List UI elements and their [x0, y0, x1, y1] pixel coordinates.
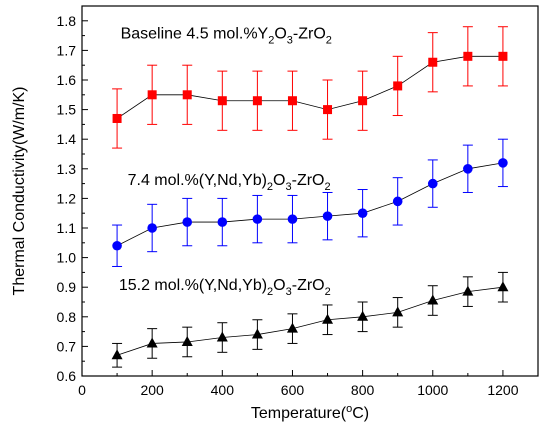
data-point [251, 328, 263, 339]
series-line [116, 162, 503, 247]
series-label-part: 2 [267, 286, 273, 298]
data-point [287, 96, 297, 106]
series-label-part: O [273, 172, 285, 189]
data-point [357, 310, 369, 321]
series-label-part: O [274, 26, 286, 43]
x-tick-label: 600 [281, 382, 305, 398]
data-point [322, 313, 334, 324]
data-point [216, 331, 228, 342]
series-line [116, 286, 503, 356]
data-point [112, 113, 122, 123]
y-tick-label: 1.8 [57, 13, 77, 29]
series-label: 7.4 mol.%(Y,Nd,Yb)2O3-ZrO2 [128, 172, 331, 193]
data-point [357, 208, 368, 218]
data-point [393, 81, 403, 91]
data-point [392, 306, 404, 317]
data-point [112, 240, 122, 251]
series-label-part: 3 [287, 35, 293, 47]
data-point [358, 96, 368, 106]
x-tick-label: 0 [78, 382, 86, 398]
y-tick-label: 0.9 [57, 279, 77, 295]
series-label-part: 7.4 mol.%(Y,Nd,Yb) [128, 172, 267, 189]
series-0: Baseline 4.5 mol.%Y2O3-ZrO2 [112, 26, 508, 149]
series-1: 7.4 mol.%(Y,Nd,Yb)2O3-ZrO2 [112, 138, 508, 267]
y-tick-label: 1.6 [57, 72, 77, 88]
x-axis-title-sup: o [346, 403, 352, 415]
y-tick-label: 1.0 [57, 250, 77, 266]
data-point [217, 96, 227, 106]
x-tick-label: 800 [351, 382, 375, 398]
data-point [323, 105, 333, 115]
data-point [147, 90, 157, 100]
x-axis-title: Temperature(oC) [251, 403, 369, 422]
series-label-part: -ZrO [293, 26, 326, 43]
series-2: 15.2 mol.%(Y,Nd,Yb)2O3-ZrO2 [111, 271, 509, 368]
series-label-part: 2 [325, 286, 331, 298]
data-point [182, 217, 193, 227]
series-label: 15.2 mol.%(Y,Nd,Yb)2O3-ZrO2 [119, 277, 331, 298]
series-label-part: 2 [267, 181, 273, 193]
data-point [462, 285, 474, 296]
data-point [392, 196, 403, 207]
y-tick-label: 1.7 [57, 42, 77, 58]
series-label-part: 15.2 mol.%(Y,Nd,Yb) [119, 277, 267, 294]
data-point [463, 51, 473, 61]
y-tick-label: 1.3 [57, 161, 77, 177]
plot-layer: 0 200 400 600 800 1000 1200 0.6 0.7 0.8 0.9 1.0 1.1 1… [11, 5, 539, 422]
data-point [147, 223, 157, 233]
y-tick-label: 1.4 [57, 131, 77, 147]
series-label: Baseline 4.5 mol.%Y2O3-ZrO2 [121, 26, 332, 47]
series-label-part: -ZrO [292, 172, 325, 189]
data-point [463, 164, 473, 174]
data-point [428, 57, 438, 67]
data-point [286, 322, 298, 333]
data-point [287, 214, 298, 224]
y-tick-label: 0.6 [57, 368, 77, 384]
series-label-part: O [273, 277, 285, 294]
data-point [182, 90, 192, 100]
x-tick-label: 200 [140, 382, 164, 398]
series-line [116, 55, 503, 119]
x-axis-title-tail: C) [352, 405, 369, 422]
series-label-part: -ZrO [292, 277, 325, 294]
data-point [181, 335, 193, 346]
y-tick-label: 1.5 [57, 102, 77, 118]
data-point [427, 178, 438, 189]
plot-frame [81, 5, 539, 377]
x-tick-label: 1200 [487, 382, 518, 398]
series-label-part: Baseline 4.5 mol.%Y [121, 26, 269, 43]
x-tick-label: 1000 [417, 382, 448, 398]
data-point [498, 51, 508, 61]
y-tick-label: 0.8 [57, 309, 77, 325]
data-point [427, 294, 439, 305]
series-label-part: 3 [286, 286, 292, 298]
series-label-part: 2 [325, 181, 331, 193]
series-label-part: 2 [268, 35, 274, 47]
data-point [217, 217, 228, 227]
data-point [498, 158, 508, 168]
x-axis-title-main: Temperature( [251, 405, 347, 422]
series-label-part: 2 [326, 35, 332, 47]
data-point [111, 349, 123, 360]
y-tick-label: 1.2 [57, 190, 77, 206]
data-point [252, 214, 263, 224]
data-point [322, 211, 333, 221]
x-tick-label: 400 [211, 382, 235, 398]
series-label-part: 3 [286, 181, 292, 193]
data-point [252, 96, 262, 106]
data-point [146, 337, 158, 348]
y-tick-label: 0.7 [57, 338, 77, 354]
y-axis-title: Thermal Conductivity(W/m/K) [11, 87, 28, 296]
y-tick-label: 1.1 [57, 220, 77, 236]
data-point [497, 281, 509, 292]
